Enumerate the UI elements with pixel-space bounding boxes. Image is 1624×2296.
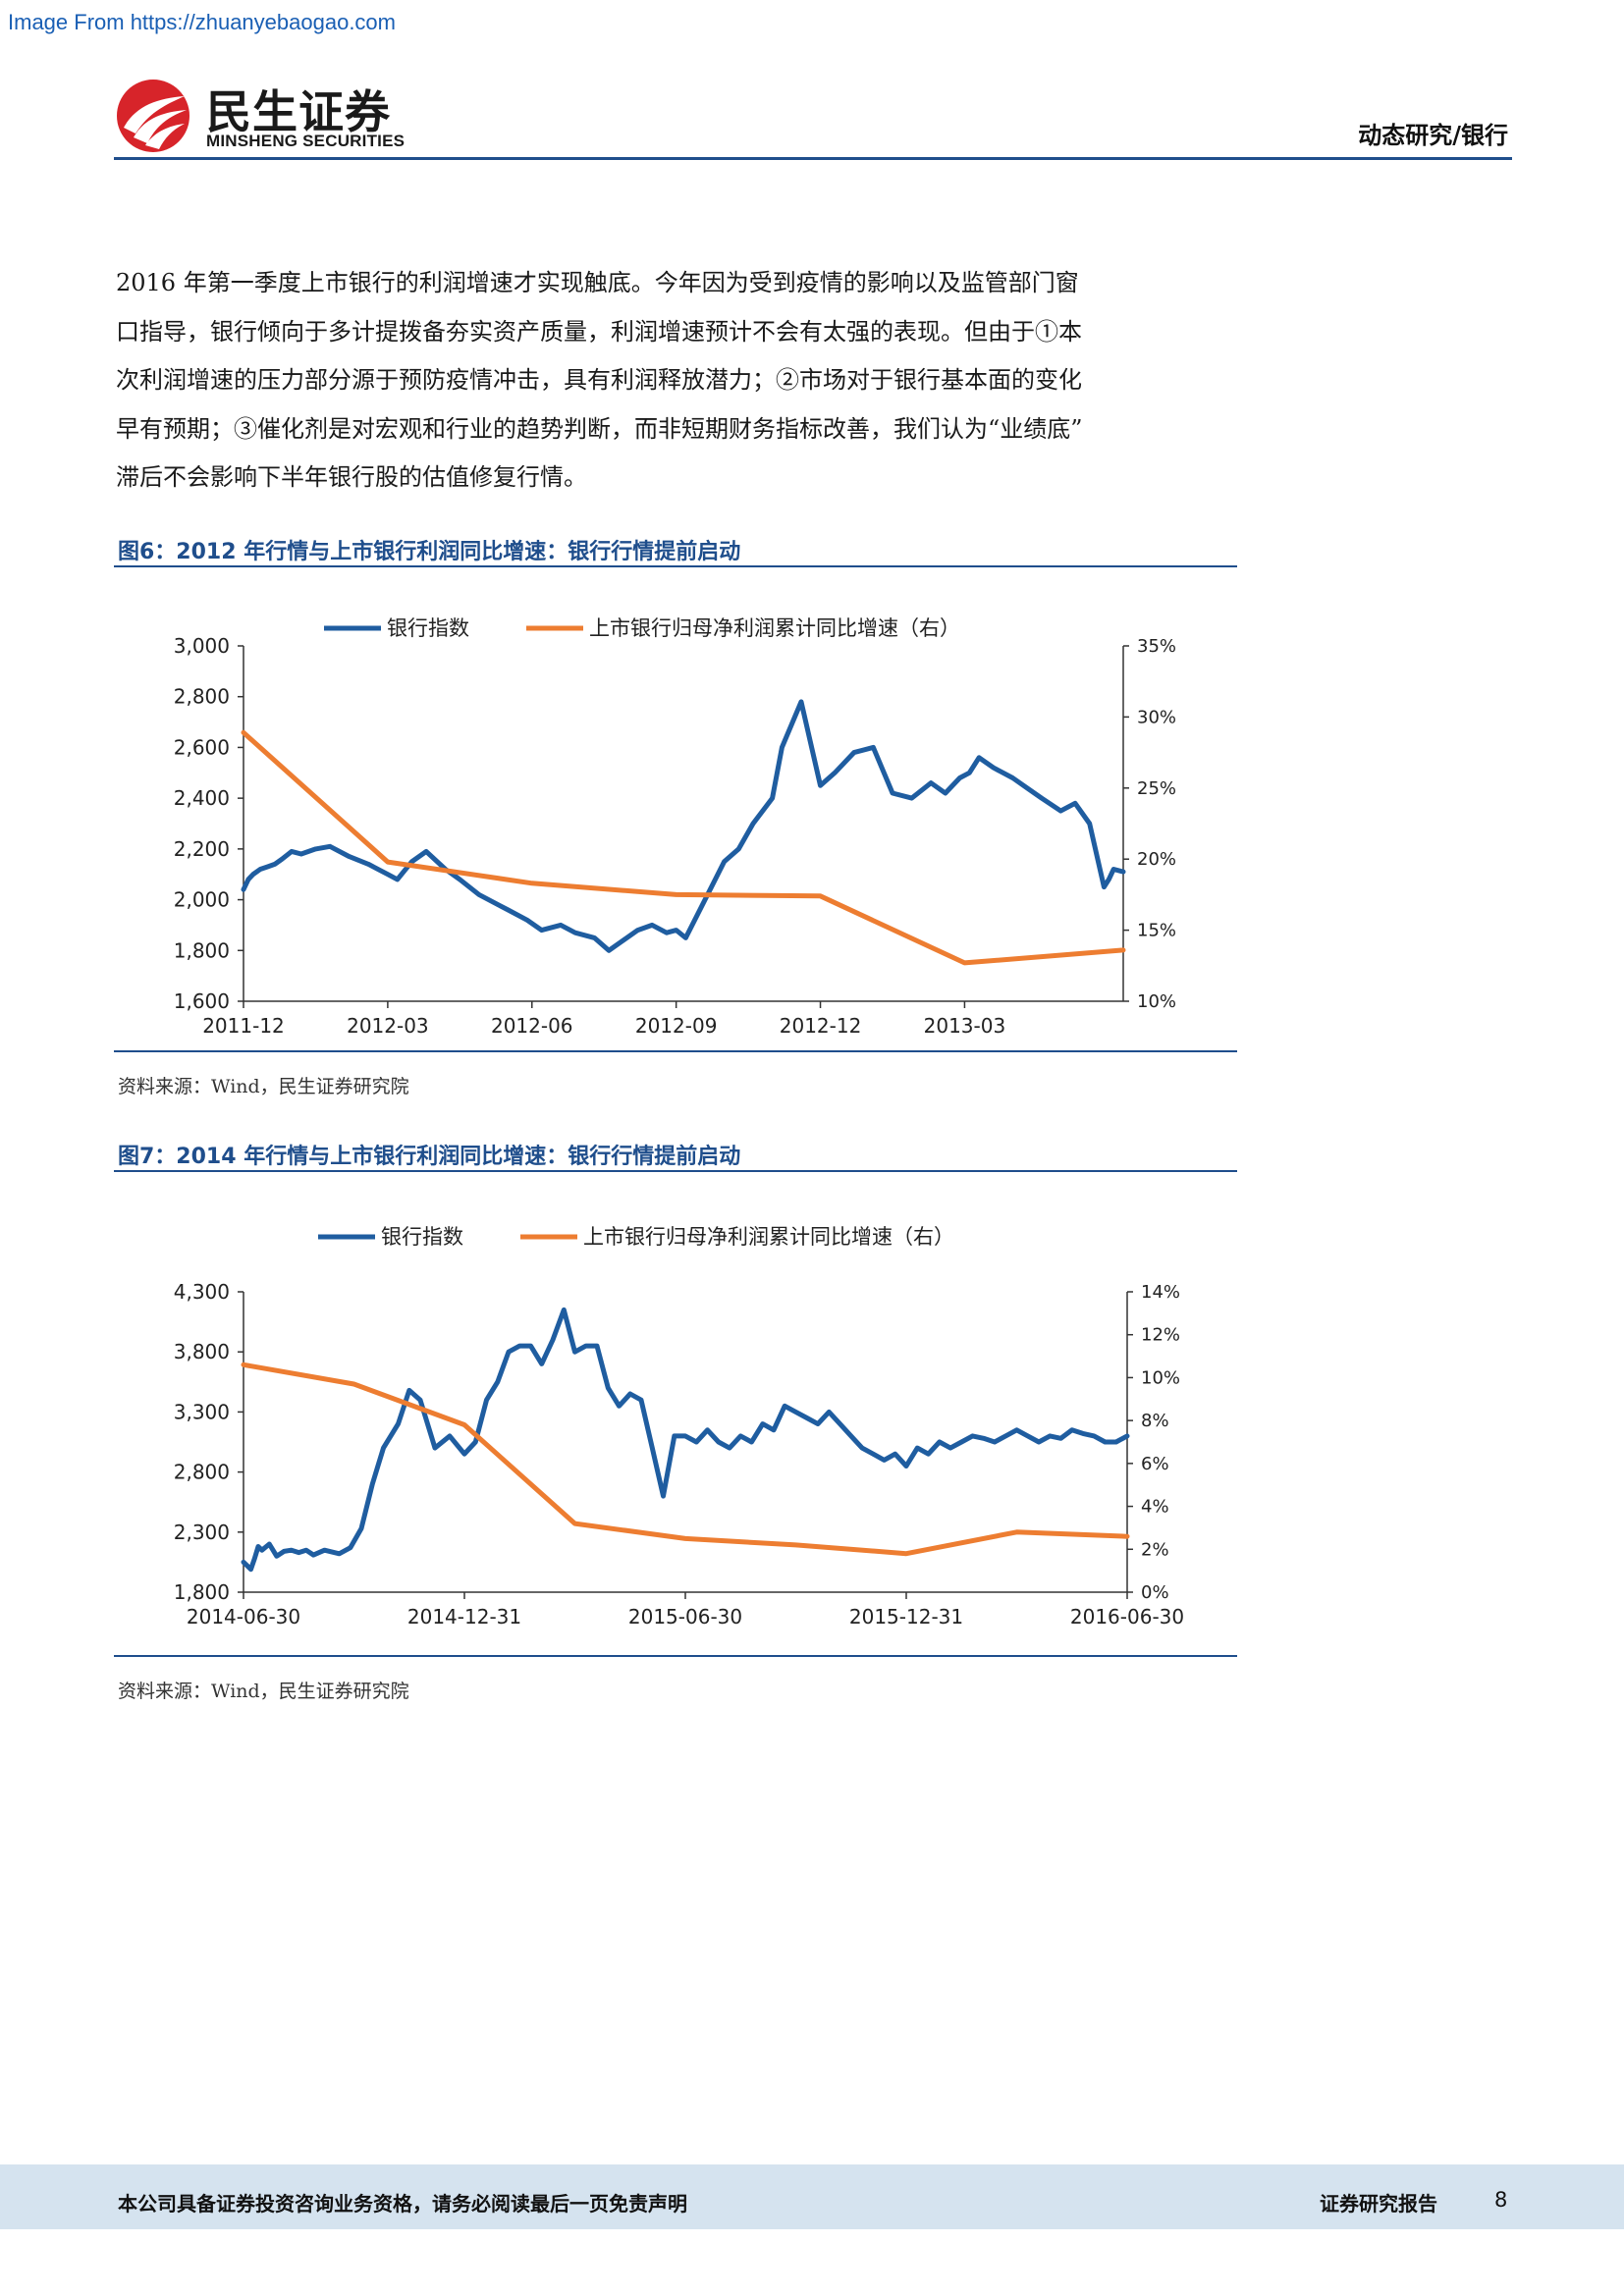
y-right-tick-label: 20% [1137,849,1176,870]
figure-6-bottom-rule [114,1050,1237,1052]
x-tick-label: 2011-12 [202,1014,285,1038]
legend-label: 上市银行归母净利润累计同比增速（右） [589,616,960,640]
body-line: 2016 年第一季度上市银行的利润增速才实现触底。今年因为受到疫情的影响以及监管… [116,269,1079,296]
y-right-tick-label: 12% [1141,1325,1180,1346]
source-banner: Image From https://zhuanyebaogao.com [8,10,396,34]
y-right-tick-label: 10% [1141,1367,1180,1388]
body-line: 早有预期；③催化剂是对宏观和行业的趋势判断，而非短期财务指标改善，我们认为“业绩… [116,414,1083,443]
x-tick-label: 2016-06-30 [1070,1605,1184,1629]
page-footer [0,2164,1624,2229]
figure-7-title: 图7：2014 年行情与上市银行利润同比增速：银行行情提前启动 [118,1145,741,1169]
series-line-bank-index [241,1307,1130,1573]
y-right-tick-label: 2% [1141,1539,1169,1560]
body-line: 口指导，银行倾向于多计提拨备夯实资产质量，利润增速预计不会有太强的表现。但由于①… [116,317,1082,346]
y-right-tick-label: 35% [1137,636,1176,657]
figure-7-source: 资料来源：Wind，民生证券研究院 [118,1681,409,1702]
x-tick-label: 2012-03 [347,1014,429,1038]
body-line: 滞后不会影响下半年银行股的估值修复行情。 [116,463,587,491]
figure-6-title: 图6：2012 年行情与上市银行利润同比增速：银行行情提前启动 [118,540,741,564]
y-right-tick-label: 14% [1141,1282,1180,1303]
x-tick-label: 2015-12-31 [849,1605,963,1629]
minsheng-emblem-icon [117,80,189,152]
body-paragraph: 2016 年第一季度上市银行的利润增速才实现触底。今年因为受到疫情的影响以及监管… [116,259,1225,503]
y-left-tick-label: 4,300 [174,1280,230,1304]
y-right-tick-label: 4% [1141,1497,1169,1518]
figure-7-chart: 1,800 2,300 2,800 3,300 3,800 4,300 0% 2% 4% 6% 8%… [174,1225,1184,1629]
x-tick-label: 2013-03 [924,1014,1006,1038]
y-right-tick-label: 0% [1141,1582,1169,1603]
y-right-tick-label: 25% [1137,778,1176,799]
y-left-tick-label: 2,400 [174,786,230,810]
x-tick-label: 2014-12-31 [407,1605,521,1629]
y-left-tick-label: 1,800 [174,1580,230,1604]
y-left-tick-label: 2,200 [174,837,230,861]
y-left-tick-label: 3,300 [174,1400,230,1423]
y-right-tick-label: 10% [1137,991,1176,1012]
figure-6-chart: 1,600 1,800 2,000 2,200 2,400 2,600 2,800 3,000… [174,616,1176,1038]
x-tick-label: 2012-12 [780,1014,862,1038]
y-left-tick-label: 2,800 [174,1461,230,1484]
y-right-tick-label: 30% [1137,707,1176,727]
y-right-tick-label: 15% [1137,921,1176,941]
y-left-tick-label: 2,000 [174,888,230,912]
footer-disclaimer: 本公司具备证券投资咨询业务资格，请务必阅读最后一页免责声明 [118,2192,687,2216]
figure-6-top-rule [114,565,1237,567]
series-line-profit-growth [241,729,1126,966]
footer-report-type: 证券研究报告 [1320,2192,1437,2216]
y-left-tick-label: 1,800 [174,938,230,962]
series-line-bank-index [241,699,1126,953]
y-left-tick-label: 3,800 [174,1340,230,1363]
series-line-profit-growth [241,1362,1130,1557]
y-left-tick-label: 2,300 [174,1521,230,1544]
x-tick-label: 2012-09 [635,1014,718,1038]
legend-label: 银行指数 [381,1225,463,1249]
legend-label: 上市银行归母净利润累计同比增速（右） [583,1225,954,1249]
x-tick-label: 2012-06 [491,1014,573,1038]
y-left-tick-label: 2,800 [174,685,230,709]
report-category: 动态研究/银行 [1358,121,1508,149]
y-left-tick-label: 2,600 [174,735,230,759]
y-right-tick-label: 6% [1141,1454,1169,1474]
legend-label: 银行指数 [387,616,469,640]
figure-6-source: 资料来源：Wind，民生证券研究院 [118,1076,409,1097]
page-number: 8 [1494,2188,1508,2212]
brand-name-en: MINSHENG SECURITIES [206,132,406,150]
figure-7-bottom-rule [114,1655,1237,1657]
brand-name-zh: 民生证券 [206,85,391,138]
figure-7-top-rule [114,1170,1237,1172]
x-tick-label: 2015-06-30 [628,1605,742,1629]
y-right-tick-label: 8% [1141,1411,1169,1431]
y-left-tick-label: 1,600 [174,989,230,1013]
x-tick-label: 2014-06-30 [187,1605,300,1629]
body-line: 次利润增速的压力部分源于预防疫情冲击，具有利润释放潜力；②市场对于银行基本面的变… [116,366,1082,394]
brand-logo: 民生证券 MINSHENG SECURITIES [116,77,410,155]
y-left-tick-label: 3,000 [174,634,230,658]
header-divider [114,157,1512,160]
